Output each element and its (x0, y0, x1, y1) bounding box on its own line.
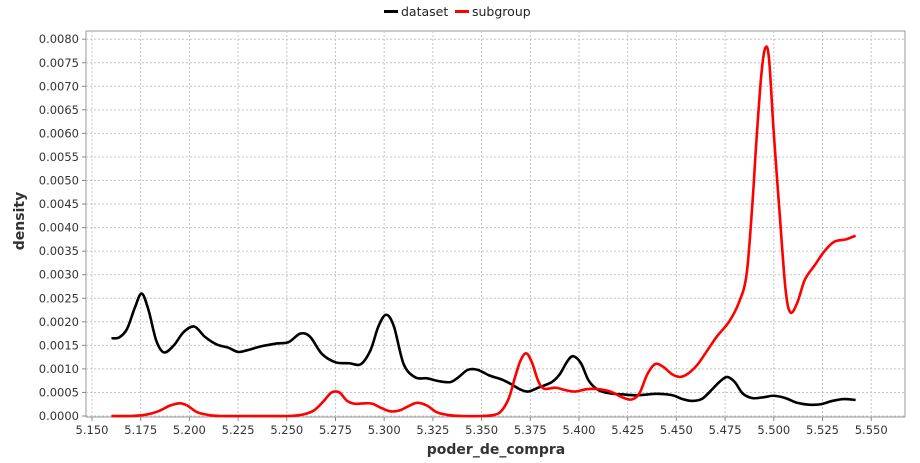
x-tick-label: 5.325 (416, 423, 449, 437)
x-tick-label: 5.400 (563, 423, 596, 437)
series-line-subgroup (111, 45, 857, 418)
y-tick-label: 0.0005 (39, 385, 79, 399)
y-tick-label: 0.0015 (39, 338, 79, 352)
x-axis: 5.150 5.175 5.200 5.225 5.250 5.275 5.300 5.325… (76, 417, 888, 437)
x-tick-label: 5.375 (514, 423, 547, 437)
y-tick-label: 0.0045 (39, 197, 79, 211)
y-tick-label: 0.0055 (39, 150, 79, 164)
legend-label-subgroup: subgroup (472, 4, 531, 19)
y-tick-label: 0.0030 (39, 268, 79, 282)
series-lines (111, 45, 857, 418)
x-tick-label: 5.550 (855, 423, 888, 437)
x-tick-label: 5.225 (222, 423, 255, 437)
x-tick-label: 5.450 (660, 423, 693, 437)
y-tick-label: 0.0020 (39, 315, 79, 329)
y-tick-label: 0.0080 (39, 32, 79, 46)
legend-label-dataset: dataset (401, 4, 448, 19)
y-tick-label: 0.0075 (39, 56, 79, 70)
x-axis-title: poder_de_compra (427, 442, 565, 458)
y-tick-label: 0.0040 (39, 221, 79, 235)
series-line-dataset (111, 292, 856, 407)
y-axis: 0.0000 0.0005 0.0010 0.0015 0.0020 0.0025 0.00… (39, 32, 86, 423)
x-tick-label: 5.475 (709, 423, 742, 437)
legend: dataset subgroup (384, 4, 531, 19)
y-tick-label: 0.0050 (39, 174, 79, 188)
x-tick-label: 5.250 (270, 423, 303, 437)
x-tick-label: 5.425 (611, 423, 644, 437)
x-tick-label: 5.525 (806, 423, 839, 437)
x-tick-label: 5.350 (465, 423, 498, 437)
y-tick-label: 0.0025 (39, 291, 79, 305)
gridlines (86, 31, 905, 417)
x-tick-label: 5.175 (124, 423, 157, 437)
y-tick-label: 0.0065 (39, 103, 79, 117)
x-tick-label: 5.500 (757, 423, 790, 437)
y-tick-label: 0.0000 (39, 409, 79, 423)
y-tick-label: 0.0060 (39, 126, 79, 140)
x-tick-label: 5.200 (173, 423, 206, 437)
plot-area (85, 30, 906, 418)
y-tick-label: 0.0070 (39, 79, 79, 93)
y-tick-label: 0.0010 (39, 362, 79, 376)
x-tick-label: 5.300 (368, 423, 401, 437)
y-axis-title: density (12, 192, 28, 250)
x-tick-label: 5.275 (319, 423, 352, 437)
y-tick-label: 0.0035 (39, 244, 79, 258)
x-tick-label: 5.150 (76, 423, 109, 437)
